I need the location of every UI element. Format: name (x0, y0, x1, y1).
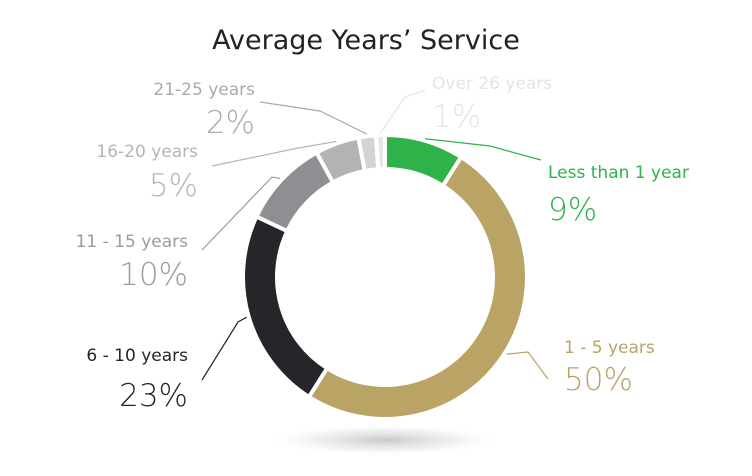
label-16-20-years: 16-20 years (96, 142, 198, 162)
slices-group (241, 133, 529, 421)
leader-line-over-26-years (379, 89, 426, 134)
leader-line-less-than-1-year (425, 138, 542, 161)
label-over-26-years: Over 26 years (432, 74, 552, 94)
value-label-11-15-years: 10% (119, 257, 188, 293)
leaders-group (201, 89, 549, 381)
slice-1-5-years (306, 155, 529, 421)
leader-line-16-20-years (211, 140, 337, 167)
value-label-less-than-1-year: 9% (548, 192, 597, 228)
leader-line-11-15-years (201, 176, 281, 251)
leader-line-1-5-years (506, 351, 549, 380)
slice-over-26-years (374, 133, 387, 172)
value-label-21-25-years: 2% (206, 105, 255, 141)
leader-line-6-10-years (201, 316, 248, 381)
value-label-over-26-years: 1% (432, 99, 481, 135)
value-label-6-10-years: 23% (119, 378, 188, 414)
value-label-1-5-years: 50% (564, 362, 633, 398)
label-1-5-years: 1 - 5 years (564, 338, 655, 358)
chart-title: Average Years’ Service (212, 25, 520, 56)
label-less-than-1-year: Less than 1 year (548, 163, 689, 183)
leader-line-21-25-years (259, 101, 368, 135)
label-6-10-years: 6 - 10 years (86, 346, 188, 366)
labels-group: Less than 1 year 9% 1 - 5 years 50% 6 - 10 y… (76, 74, 689, 414)
label-21-25-years: 21-25 years (153, 80, 255, 100)
value-label-16-20-years: 5% (149, 168, 198, 204)
chart-shadow (267, 424, 503, 456)
label-11-15-years: 11 - 15 years (76, 232, 189, 252)
slice-6-10-years (241, 214, 330, 399)
